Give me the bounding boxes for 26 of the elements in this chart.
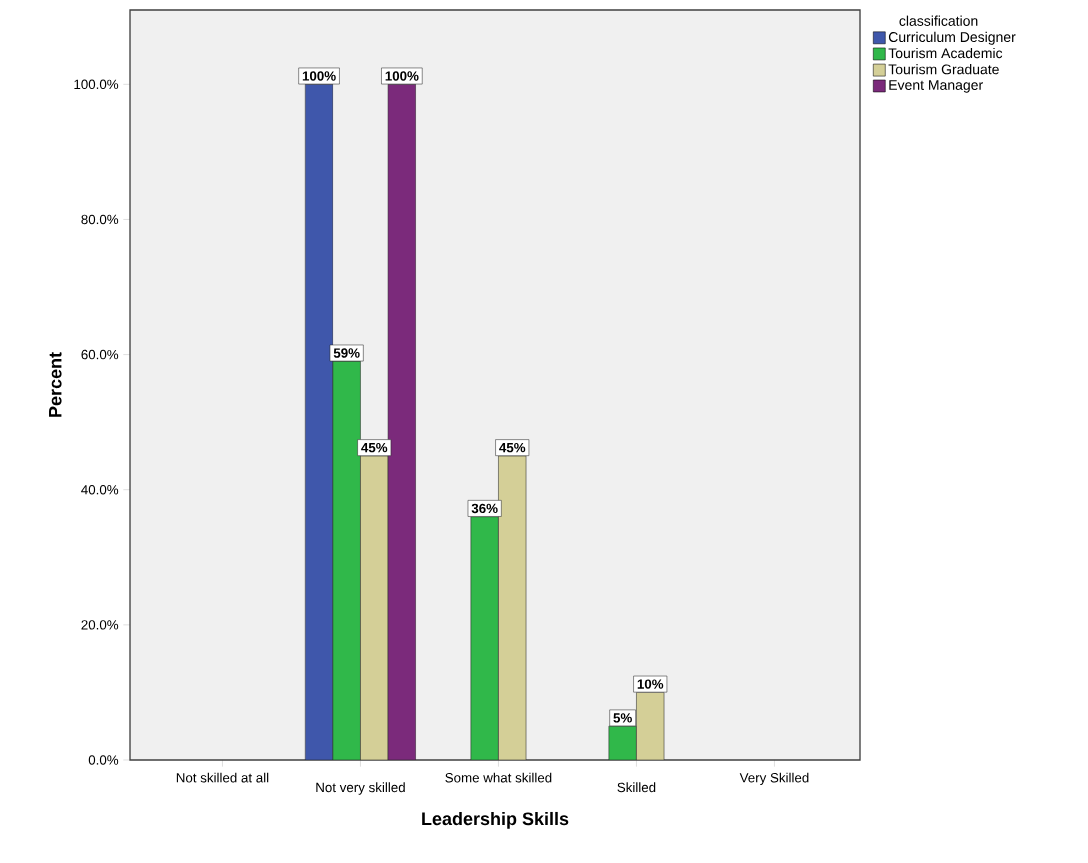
legend-label: Curriculum Designer <box>888 31 1016 45</box>
data-label: 100% <box>302 71 336 81</box>
data-label: 36% <box>471 503 498 514</box>
data-label: 45% <box>499 442 526 453</box>
y-tick-label: 80.0% <box>81 214 119 225</box>
data-label: 100% <box>385 71 419 81</box>
x-tick-label: Skilled <box>617 782 656 793</box>
data-label: 59% <box>333 348 360 358</box>
data-label: 45% <box>361 442 388 453</box>
y-tick-label: 0.0% <box>88 755 119 765</box>
x-tick-label: Not very skilled <box>316 782 405 795</box>
y-tick-label: 60.0% <box>81 349 119 360</box>
legend-label: Tourism Academic <box>888 47 1003 59</box>
legend-title: classification <box>899 15 978 26</box>
legend-label: Event Manager <box>889 80 983 93</box>
x-axis-title: Leadership Skills <box>422 811 569 829</box>
x-tick-label: Very Skilled <box>739 772 809 786</box>
y-tick-label: 100.0% <box>74 79 119 90</box>
y-axis-title: Percent <box>49 352 62 417</box>
legend-label: Tourism Graduate <box>888 64 999 75</box>
x-tick-label: Not skilled at all <box>176 772 269 783</box>
data-label: 5% <box>613 713 632 723</box>
x-tick-label: Some what skilled <box>445 772 552 783</box>
y-tick-label: 20.0% <box>81 620 119 630</box>
data-label: 10% <box>637 679 664 689</box>
y-tick-label: 40.0% <box>81 485 119 495</box>
